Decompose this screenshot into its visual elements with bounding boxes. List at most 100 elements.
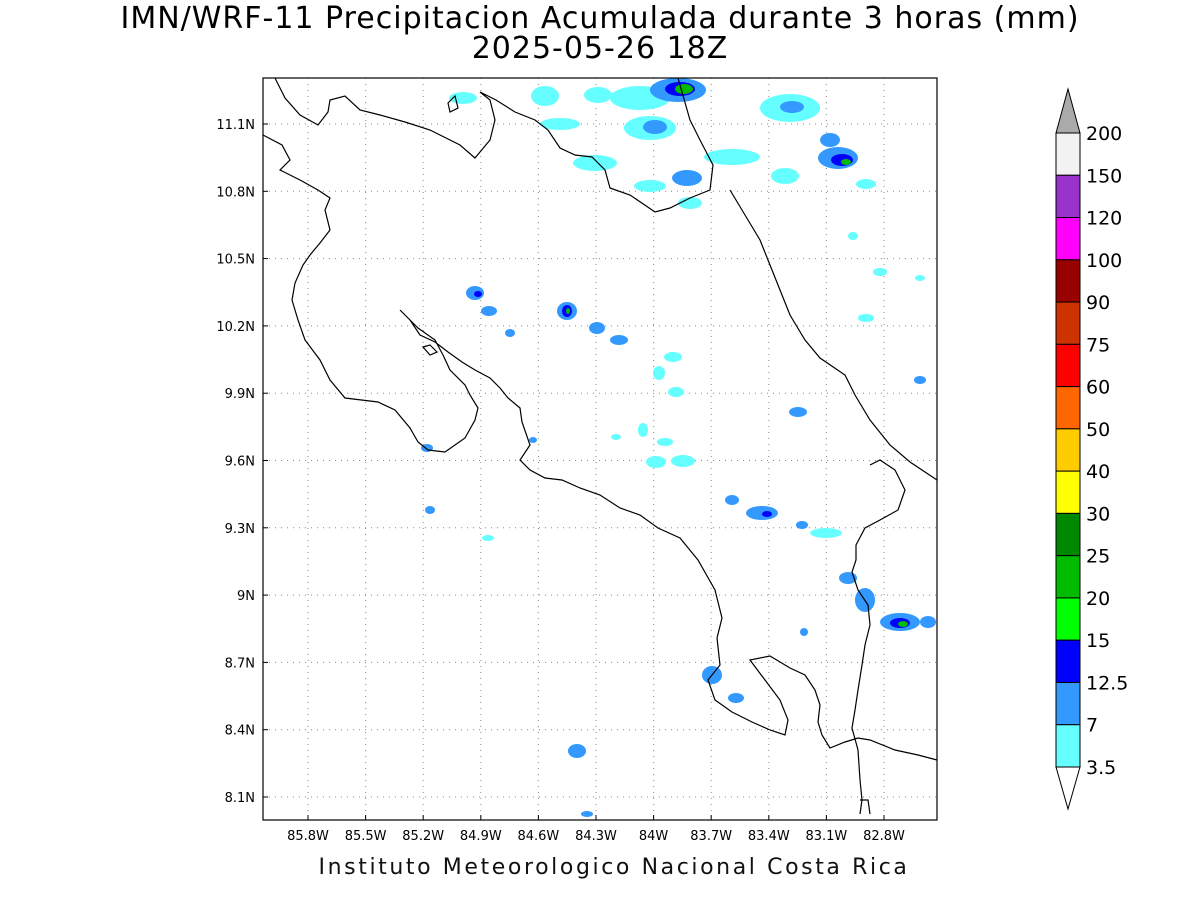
legend-swatch (1055, 386, 1081, 430)
precip-cell (746, 506, 778, 520)
pacific-coast (262, 134, 938, 761)
legend-swatch (1055, 597, 1081, 641)
coastline (262, 77, 938, 815)
precip-cell (474, 291, 482, 297)
lon-tick-label: 83.4W (748, 829, 790, 844)
lat-tick-label: 9.6N (225, 455, 255, 470)
precip-cell (671, 455, 695, 467)
legend-underflow-triangle (1055, 766, 1081, 811)
map-frame (262, 77, 938, 821)
legend-swatch (1055, 174, 1081, 219)
lon-tick-label: 83.1W (805, 829, 847, 844)
precip-cell (725, 495, 739, 505)
precip-cell (672, 170, 702, 186)
legend-level-label: 12.5 (1086, 672, 1128, 694)
lon-tick-label: 84W (639, 829, 669, 844)
chart-title: IMN/WRF-11 Precipitacion Acumulada duran… (120, 1, 1080, 36)
legend-level-label: 100 (1086, 250, 1122, 272)
precip-cell (915, 275, 925, 281)
legend-level-label: 60 (1086, 377, 1110, 399)
lon-tick-label: 84.3W (575, 829, 617, 844)
lon-tick-label: 82.8W (863, 829, 905, 844)
legend-level-label: 15 (1086, 630, 1110, 652)
lon-tick-label: 84.6W (517, 829, 559, 844)
lat-tick-label: 10.8N (216, 185, 255, 200)
precip-cell (898, 621, 908, 627)
gulf-island (421, 344, 439, 356)
legend-level-label: 20 (1086, 588, 1110, 610)
lon-tick-label: 85.8W (287, 829, 329, 844)
legend-swatch (1055, 681, 1081, 726)
precip-cell (789, 407, 807, 417)
lat-tick-label: 8.7N (225, 656, 255, 671)
precip-cell (704, 149, 760, 165)
legend-overflow-triangle (1055, 87, 1081, 134)
precipitation-cells (421, 78, 936, 817)
legend-level-label: 7 (1086, 715, 1098, 737)
precip-cell (531, 86, 559, 106)
legend-level-label: 3.5 (1086, 757, 1116, 779)
grid-lines (263, 78, 937, 820)
chart-subtitle: 2025-05-26 18Z (471, 31, 729, 66)
legend-swatch (1055, 259, 1081, 303)
legend-swatch (1055, 301, 1081, 345)
longitude-labels: 85.8W 85.5W 85.2W 84.9W 84.6W 84.3W 84W 83.7W 83… (287, 829, 905, 844)
precip-cell (482, 535, 494, 541)
legend-swatch (1055, 639, 1081, 683)
latitude-labels: 11.1N 10.8N 10.5N 10.2N 9.9N 9.6N 9.3N 9N 8.7N 8.… (216, 118, 255, 806)
precip-cell (728, 693, 744, 703)
precip-cell (505, 329, 515, 337)
lake-nicaragua-outline (447, 94, 459, 113)
legend-swatch (1055, 428, 1081, 472)
lat-tick-label: 11.1N (216, 118, 255, 133)
precip-cell (858, 314, 874, 322)
precip-cell (848, 232, 858, 240)
legend-swatch (1055, 724, 1081, 768)
legend-level-label: 90 (1086, 292, 1110, 314)
precip-cell (796, 521, 808, 529)
lat-tick-label: 9N (237, 589, 255, 604)
precip-cell (668, 387, 684, 397)
legend-swatch (1055, 132, 1081, 176)
lat-tick-label: 10.5N (216, 253, 255, 268)
lon-tick-label: 84.9W (460, 829, 502, 844)
precip-cell (664, 352, 682, 362)
footer-credit: Instituto Meteorologico Nacional Costa R… (318, 855, 910, 880)
legend-level-label: 30 (1086, 503, 1110, 525)
precip-cell (425, 506, 435, 514)
legend-level-label: 150 (1086, 165, 1122, 187)
legend-level-label: 75 (1086, 334, 1110, 356)
precip-cell (529, 437, 537, 443)
lat-tick-label: 9.9N (225, 387, 255, 402)
nicaragua-border (274, 77, 714, 213)
precip-cell (810, 528, 842, 538)
precip-cell (771, 168, 799, 184)
precip-cell (589, 322, 605, 334)
precip-cell (653, 366, 665, 380)
legend-level-label: 200 (1086, 123, 1122, 145)
lat-tick-label: 8.4N (225, 724, 255, 739)
precip-cell (646, 456, 666, 468)
precip-cell (780, 101, 804, 113)
legend-level-label: 25 (1086, 546, 1110, 568)
precip-cell (675, 84, 693, 94)
legend-level-label: 50 (1086, 419, 1110, 441)
precip-cell (581, 811, 593, 817)
color-legend: 200 150 120 100 90 75 60 50 40 30 25 20 15 12.5 7 3.5 (1055, 87, 1128, 811)
caribbean-coast (729, 189, 938, 481)
precip-cell (657, 438, 673, 446)
precip-cell (610, 335, 628, 345)
precip-cell (678, 197, 702, 209)
precip-cell (611, 434, 621, 440)
legend-swatch (1055, 343, 1081, 388)
legend-swatch (1055, 470, 1081, 514)
lon-tick-label: 85.2W (402, 829, 444, 844)
legend-level-label: 40 (1086, 461, 1110, 483)
osa-peninsula (860, 799, 871, 815)
precip-cell (584, 87, 612, 103)
precip-cell (856, 179, 876, 189)
lon-tick-label: 83.7W (690, 829, 732, 844)
precip-cell (841, 159, 851, 165)
precip-cell (481, 306, 497, 316)
